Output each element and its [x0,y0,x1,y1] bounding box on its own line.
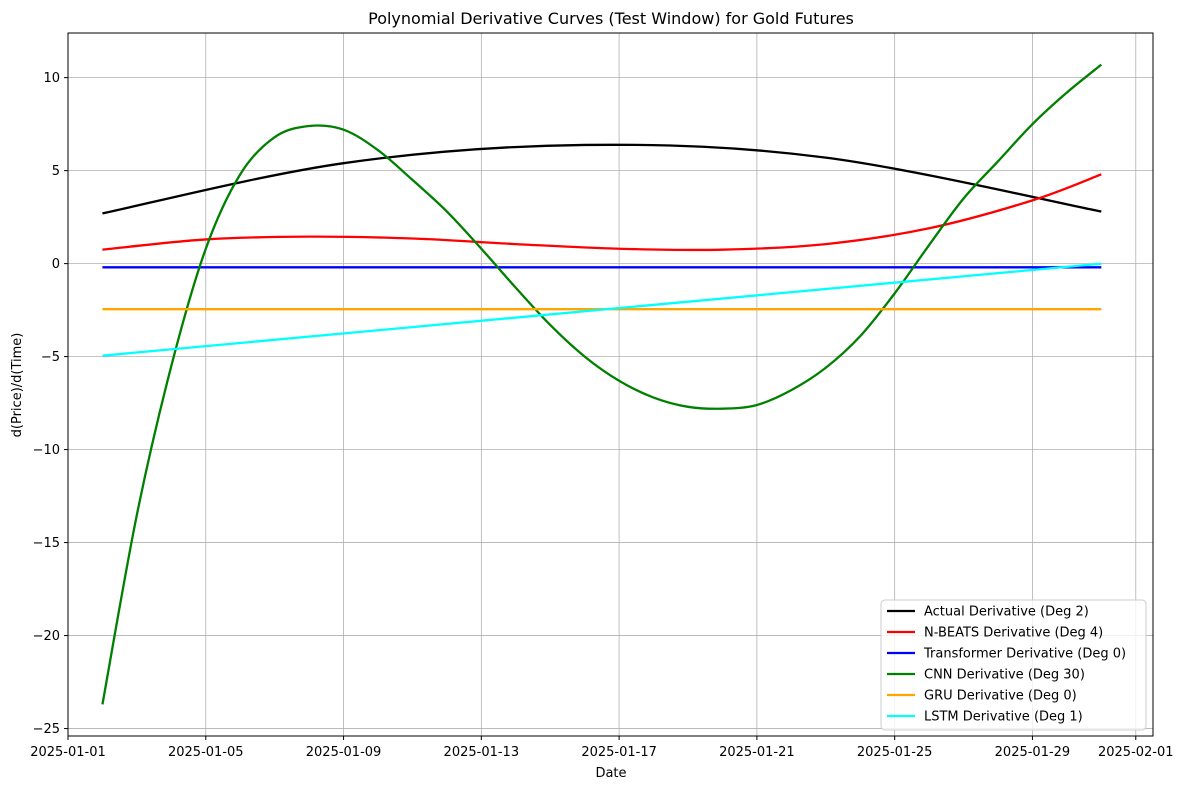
series-layer [101,63,1103,705]
y-tick-label: −20 [33,629,60,644]
legend-label: CNN Derivative (Deg 30) [924,668,1085,683]
series-line-cnn [101,63,1103,705]
x-axis-label: Date [595,766,626,781]
legend-label: N-BEATS Derivative (Deg 4) [924,626,1103,641]
x-tick-label: 2025-01-29 [995,745,1071,760]
y-axis: 10 5 0 −5 −10 −15 −20 −25 [33,71,68,737]
y-tick-label: −15 [33,536,60,551]
x-axis: 2025-01-01 2025-01-05 2025-01-09 2025-01-13… [30,736,1174,760]
x-tick-label: 2025-01-05 [168,745,244,760]
legend-label: GRU Derivative (Deg 0) [924,689,1077,704]
chart-title: Polynomial Derivative Curves (Test Windo… [368,9,854,28]
y-tick-label: 5 [52,164,60,179]
x-tick-label: 2025-01-01 [30,745,106,760]
y-tick-label: −10 [33,443,60,458]
legend: Actual Derivative (Deg 2) N-BEATS Derivat… [880,599,1147,731]
y-tick-label: 0 [52,257,60,272]
series-line-lstm [102,262,1102,357]
legend-label: Actual Derivative (Deg 2) [924,605,1089,620]
x-tick-label: 2025-01-21 [719,745,795,760]
y-tick-label: −5 [41,350,60,365]
y-tick-label: 10 [43,71,60,86]
x-tick-label: 2025-01-09 [306,745,382,760]
y-tick-label: −25 [33,722,60,737]
series-line-n-beats [102,173,1102,252]
x-tick-label: 2025-01-17 [581,745,657,760]
legend-label: LSTM Derivative (Deg 1) [924,710,1083,725]
legend-box [880,599,1147,731]
x-tick-label: 2025-01-25 [857,745,933,760]
series-line-actual [102,143,1102,215]
y-axis-label: d(Price)/d(Time) [10,333,25,438]
plot-frame [67,32,1154,737]
x-tick-label: 2025-01-13 [444,745,520,760]
legend-label: Transformer Derivative (Deg 0) [923,647,1126,662]
x-tick-label: 2025-02-01 [1098,745,1174,760]
